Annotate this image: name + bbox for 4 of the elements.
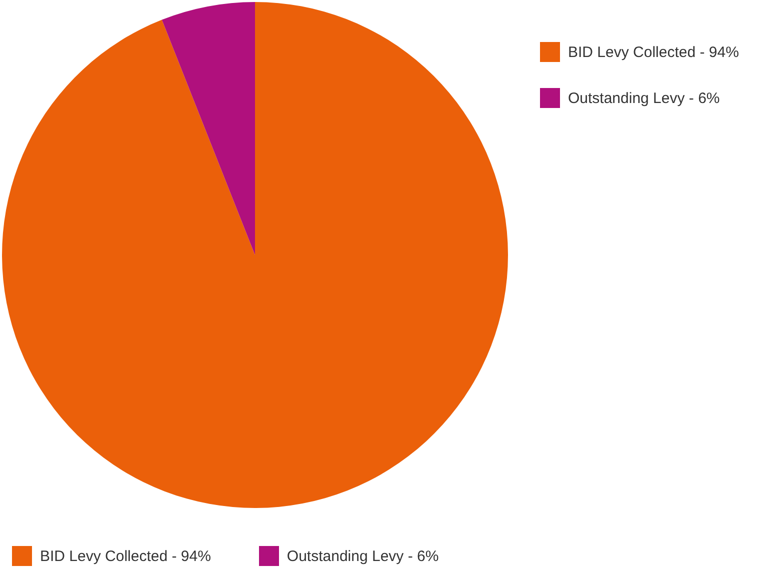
category-label: Outstanding Levy - 6% (568, 90, 720, 106)
legend-label: Outstanding Levy - 6% (286, 548, 439, 564)
category-label: BID Levy Collected - 94% (568, 44, 739, 60)
legend-label: BID Levy Collected - 94% (40, 548, 211, 564)
